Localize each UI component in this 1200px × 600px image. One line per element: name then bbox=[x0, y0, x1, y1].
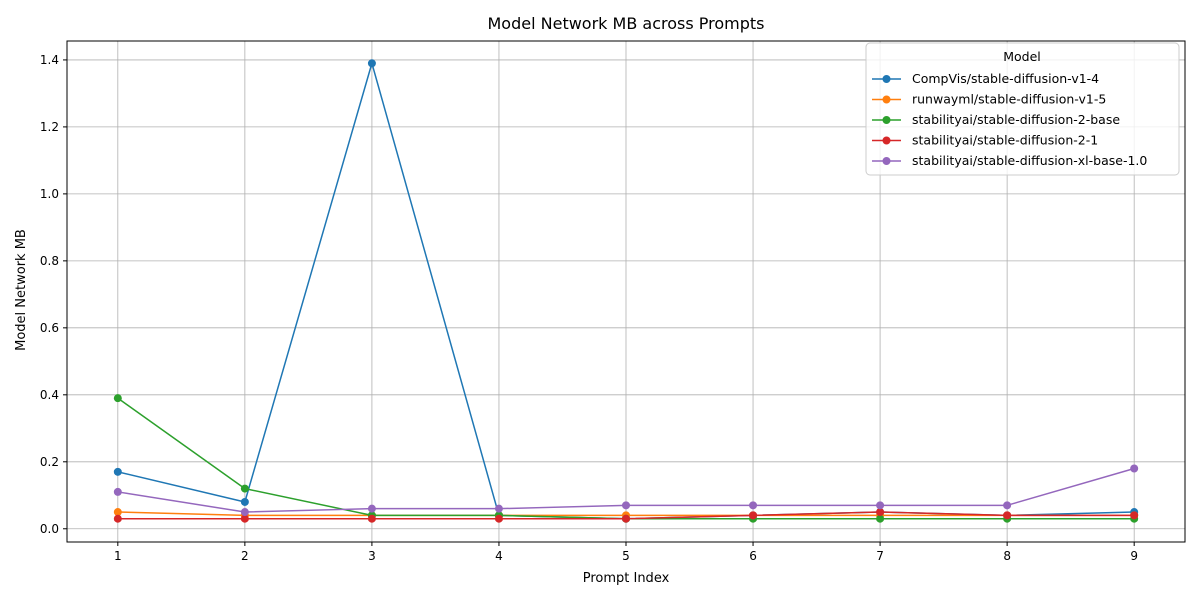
legend-entry: CompVis/stable-diffusion-v1-4 bbox=[872, 71, 1099, 86]
legend-label: stabilityai/stable-diffusion-xl-base-1.0 bbox=[912, 153, 1147, 168]
legend-label: CompVis/stable-diffusion-v1-4 bbox=[912, 71, 1099, 86]
x-tick-label: 4 bbox=[495, 549, 503, 563]
y-tick-label: 0.6 bbox=[40, 321, 59, 335]
series-5 bbox=[113, 464, 1139, 517]
data-point bbox=[240, 484, 249, 493]
y-tick-label: 0.2 bbox=[40, 455, 59, 469]
data-point bbox=[113, 508, 122, 517]
y-tick-label: 0.8 bbox=[40, 254, 59, 268]
grid bbox=[67, 41, 1185, 542]
series-layer bbox=[113, 59, 1139, 523]
legend-title: Model bbox=[1003, 49, 1041, 64]
data-point bbox=[494, 514, 503, 523]
x-tick-label: 2 bbox=[241, 549, 249, 563]
legend-marker bbox=[882, 136, 891, 145]
data-point bbox=[876, 501, 885, 510]
legend-box bbox=[865, 42, 1180, 176]
x-tick-label: 3 bbox=[368, 549, 376, 563]
x-tick-label: 6 bbox=[749, 549, 757, 563]
data-point bbox=[876, 514, 885, 523]
y-tick-label: 1.2 bbox=[40, 120, 59, 134]
x-tick-label: 9 bbox=[1130, 549, 1138, 563]
data-point bbox=[367, 504, 376, 513]
y-tick-label: 1.4 bbox=[40, 53, 59, 67]
series-4 bbox=[113, 508, 1139, 523]
y-axis-label: Model Network MB bbox=[14, 229, 29, 351]
chart-title: Model Network MB across Prompts bbox=[488, 14, 765, 33]
legend-marker bbox=[882, 95, 891, 104]
data-point bbox=[1003, 511, 1012, 520]
y-tick-label: 0.4 bbox=[40, 388, 59, 402]
x-axis-label: Prompt Index bbox=[583, 571, 670, 586]
data-point bbox=[367, 514, 376, 523]
axes: 1 2 3 4 5 6 7 8 9 0.0 0.2 0.4 0.6 0.8 1.0 1.2 1.4 bbox=[40, 40, 1186, 563]
legend-label: stabilityai/stable-diffusion-2-base bbox=[912, 112, 1120, 127]
legend-entry: stabilityai/stable-diffusion-2-1 bbox=[872, 133, 1098, 148]
legend-label: stabilityai/stable-diffusion-2-1 bbox=[912, 133, 1098, 148]
data-point bbox=[1130, 464, 1139, 473]
data-point bbox=[622, 501, 630, 510]
data-point bbox=[113, 487, 122, 496]
x-tick-label: 1 bbox=[114, 549, 122, 563]
y-tick-label: 0.0 bbox=[40, 522, 59, 536]
legend-entry: stabilityai/stable-diffusion-2-base bbox=[872, 112, 1120, 127]
x-tick-label: 5 bbox=[622, 549, 630, 563]
data-point bbox=[749, 501, 758, 510]
data-point bbox=[113, 467, 122, 476]
legend-marker bbox=[882, 75, 891, 83]
data-point bbox=[367, 59, 376, 68]
data-point bbox=[240, 508, 249, 517]
legend-label: runwayml/stable-diffusion-v1-5 bbox=[912, 92, 1106, 107]
data-point bbox=[622, 514, 630, 523]
data-point bbox=[749, 511, 758, 520]
legend: Model CompVis/stable-diffusion-v1-4 runwa… bbox=[865, 42, 1180, 176]
x-tick-label: 7 bbox=[876, 549, 884, 563]
data-point bbox=[1130, 511, 1139, 520]
legend-marker bbox=[882, 116, 891, 124]
y-tick-label: 1.0 bbox=[40, 187, 59, 201]
data-point bbox=[240, 514, 249, 523]
data-point bbox=[1003, 501, 1012, 510]
data-point bbox=[240, 497, 249, 506]
data-point bbox=[113, 514, 122, 523]
data-point bbox=[876, 508, 885, 517]
x-tick-label: 8 bbox=[1003, 549, 1011, 563]
data-point bbox=[494, 504, 503, 513]
legend-marker bbox=[882, 157, 891, 165]
legend-entry: stabilityai/stable-diffusion-xl-base-1.0 bbox=[872, 153, 1147, 168]
data-point bbox=[113, 394, 122, 403]
legend-entry: runwayml/stable-diffusion-v1-5 bbox=[872, 92, 1106, 107]
